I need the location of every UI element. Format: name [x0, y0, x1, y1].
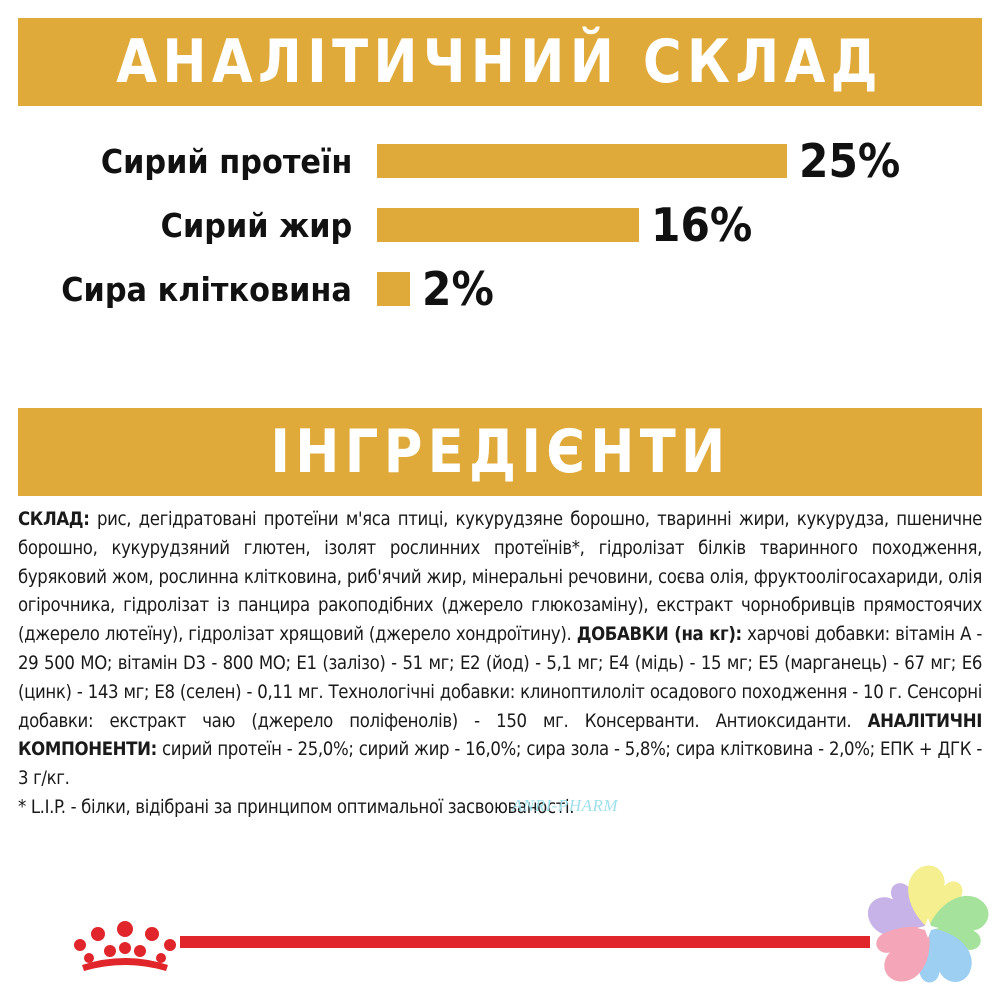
composition-label: Сирий протеїн	[100, 142, 352, 181]
composition-value: 16%	[651, 198, 753, 252]
royal-canin-crown-icon	[74, 921, 176, 971]
analytic-composition-title: АНАЛІТИЧНИЙ СКЛАД	[116, 27, 884, 97]
composition-label: Сирий жир	[160, 206, 352, 245]
analytic-components-label: АНАЛІТИЧНІ КОМПОНЕНТИ:	[18, 710, 982, 761]
analytic-composition-banner: АНАЛІТИЧНИЙ СКЛАД	[18, 18, 982, 106]
footnote: * L.I.P. - білки, відібрані за принципом…	[18, 796, 575, 818]
brand-red-line	[180, 936, 870, 948]
additives-label: ДОБАВКИ (на кг):	[576, 624, 742, 646]
sklad-label: СКЛАД:	[18, 509, 90, 530]
ingredients-text-block: СКЛАД: рис, дегідратовані протеїни м'яса…	[18, 506, 982, 823]
watermark: ANRI-PHARM	[512, 796, 619, 815]
additives-text: харчові добавки: вітамін А - 29 500 МО; …	[18, 624, 982, 732]
composition-row-fat: Сирий жир 16%	[0, 198, 1000, 254]
composition-bar	[377, 272, 410, 306]
composition-label: Сира клітковина	[61, 270, 352, 309]
ingredients-title: ІНГРЕДІЄНТИ	[269, 417, 731, 487]
clover-flower-logo-icon	[868, 865, 989, 983]
composition-bar	[377, 144, 787, 178]
analytic-components-text: сирий протеїн - 25,0%; сирий жир - 16,0%…	[18, 739, 982, 790]
ingredients-paragraph: СКЛАД: рис, дегідратовані протеїни м'яса…	[18, 506, 982, 794]
composition-value: 2%	[421, 262, 494, 316]
composition-row-fiber: Сира клітковина 2%	[0, 262, 1000, 318]
composition-value: 25%	[799, 134, 901, 188]
composition-bar	[377, 208, 640, 242]
ingredients-banner: ІНГРЕДІЄНТИ	[18, 408, 982, 496]
composition-row-protein: Сирий протеїн 25%	[0, 134, 1000, 190]
sklad-text: рис, дегідратовані протеїни м'яса птиці,…	[18, 509, 982, 646]
